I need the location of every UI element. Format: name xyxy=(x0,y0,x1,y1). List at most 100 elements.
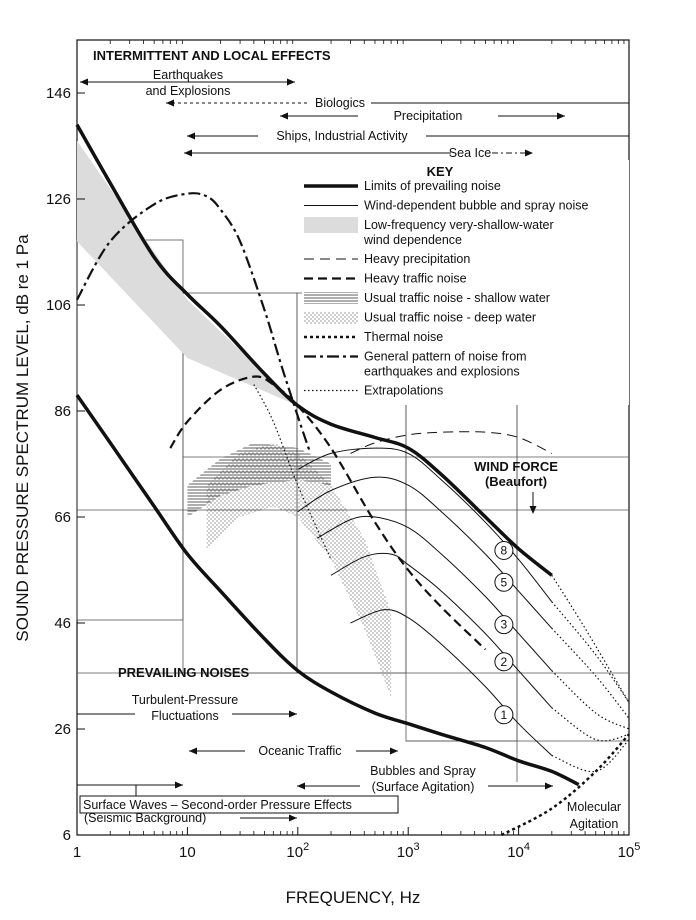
wind-curve-beaufort-5 xyxy=(297,476,553,629)
legend-label: Usual traffic noise - shallow water xyxy=(364,291,550,305)
legend-label: Heavy traffic noise xyxy=(364,272,467,286)
wind-force-arrowhead xyxy=(529,506,537,514)
intermittent-title: INTERMITTENT AND LOCAL EFFECTS xyxy=(93,48,331,63)
y-tick-label: 6 xyxy=(63,827,71,844)
thermal-curve-8 xyxy=(500,733,630,837)
legend-label: Limits of prevailing noise xyxy=(364,179,501,193)
beaufort-marker-3 xyxy=(494,615,514,635)
beaufort-label-1: 1 xyxy=(501,708,508,722)
earthquake-curve-3 xyxy=(76,192,312,454)
wind-curves: 8 5 3 2 1 xyxy=(297,447,630,773)
legend-label: Low-frequency very-shallow-water xyxy=(364,218,554,232)
surface-waves-arrowhead xyxy=(175,781,183,789)
wind-force-label: WIND FORCE (Beaufort) xyxy=(474,459,558,514)
prevailing-curve-1 xyxy=(75,394,580,787)
wind-curve-extrapolation-1 xyxy=(551,739,630,773)
precipitation-label: Precipitation xyxy=(394,109,463,123)
precipitation-arrowhead-right xyxy=(557,112,565,120)
legend-item-earthquake: General pattern of noise fromearthquakes… xyxy=(304,350,527,379)
prevailing-noises: PREVAILING NOISES Turbulent-Pressure Flu… xyxy=(77,665,621,831)
wind-curve-beaufort-8 xyxy=(297,447,553,603)
wind-curve-beaufort-2 xyxy=(330,552,553,709)
legend-title: KEY xyxy=(427,164,454,179)
bubbles-label-1: Bubbles and Spray xyxy=(370,764,476,778)
beaufort-label-3: 3 xyxy=(501,618,508,632)
y-tick-label: 66 xyxy=(54,509,71,526)
wind-force-subtitle: (Beaufort) xyxy=(485,474,547,489)
y-tick-label: 46 xyxy=(54,615,71,632)
legend-items: Limits of prevailing noise Wind-dependent… xyxy=(304,179,589,398)
wind-curve-beaufort-1 xyxy=(350,609,553,756)
turbulent-label-1: Turbulent-Pressure xyxy=(132,693,239,707)
beaufort-marker-5 xyxy=(494,572,514,592)
turbulent-label-2: Fluctuations xyxy=(151,709,218,723)
wind-curve-extrapolation-3 xyxy=(551,670,630,730)
precipitation-arrowhead-left xyxy=(280,112,288,120)
y-tick-label: 86 xyxy=(54,403,71,420)
noise-bands xyxy=(77,140,392,698)
turbulent-arrowhead xyxy=(289,710,297,718)
molecular-label-2: Agitation xyxy=(570,817,619,831)
beaufort-marker-2 xyxy=(494,652,514,672)
legend-label: General pattern of noise from xyxy=(364,350,527,364)
noise-curves xyxy=(75,123,630,837)
seismic-label: (Seismic Background) xyxy=(84,811,206,825)
x-tick-label: 10 xyxy=(179,844,196,861)
legend-item-heavy-traffic: Heavy traffic noise xyxy=(304,272,467,286)
sea-ice-arrowhead-right xyxy=(525,149,533,157)
beaufort-label-5: 5 xyxy=(501,575,508,589)
heavy-traffic-curve-4 xyxy=(169,375,487,651)
legend-label: Thermal noise xyxy=(364,330,443,344)
legend-label: Usual traffic noise - deep water xyxy=(364,311,536,325)
box-wind-region xyxy=(405,387,518,742)
x-tick-label: 102 xyxy=(286,841,309,861)
wind-force-title: WIND FORCE xyxy=(474,459,558,474)
y-tick-label: 146 xyxy=(46,85,71,102)
beaufort-marker-1 xyxy=(494,705,514,725)
y-tick-label: 106 xyxy=(46,297,71,314)
sea-ice-arrowhead-left xyxy=(184,149,192,157)
legend-label: Heavy precipitation xyxy=(364,252,470,266)
legend-swatch xyxy=(304,217,358,233)
heavy-precip-curve-5 xyxy=(350,431,553,454)
legend-swatch xyxy=(304,311,358,324)
seismic-arrowhead xyxy=(289,814,297,822)
beaufort-label-2: 2 xyxy=(501,655,508,669)
earthquakes-arrowhead-right xyxy=(287,78,295,86)
extrapolation-curve-6 xyxy=(551,574,630,703)
prevailing-curve-0 xyxy=(75,123,553,577)
legend-item-heavy-precip: Heavy precipitation xyxy=(304,252,470,266)
sea-ice-label: Sea Ice xyxy=(449,146,491,160)
surface-waves-box xyxy=(79,795,399,814)
explosions-label: and Explosions xyxy=(146,84,231,98)
x-tick-label: 103 xyxy=(397,841,420,861)
x-tick-label: 104 xyxy=(507,841,530,861)
beaufort-marker-8 xyxy=(494,540,514,560)
legend-label: Extrapolations xyxy=(364,384,443,398)
x-tick-label: 105 xyxy=(618,841,641,861)
biologics-label: Biologics xyxy=(315,96,365,110)
beaufort-label-8: 8 xyxy=(501,543,508,557)
biologics-arrowhead xyxy=(166,99,174,107)
traffic-deep-band xyxy=(206,442,392,698)
wind-curve-beaufort-3 xyxy=(316,515,553,672)
bubbles-label-2: (Surface Agitation) xyxy=(372,780,475,794)
legend-swatch xyxy=(304,292,358,304)
x-tick-label: 1 xyxy=(73,844,81,861)
legend-label: Wind-dependent bubble and spray noise xyxy=(364,199,589,213)
intermittent-effects: INTERMITTENT AND LOCAL EFFECTS Earthquak… xyxy=(80,48,629,160)
legend-item-traffic-shallow: Usual traffic noise - shallow water xyxy=(304,291,550,305)
oceanic-arrowhead-left xyxy=(189,747,197,755)
legend-item-extrapolation: Extrapolations xyxy=(304,384,443,398)
ships-arrowhead xyxy=(187,132,195,140)
legend-label: earthquakes and explosions xyxy=(364,365,520,379)
legend-label: wind dependence xyxy=(363,233,462,247)
legend-item-thermal: Thermal noise xyxy=(304,330,443,344)
oceanic-arrowhead-right xyxy=(390,747,398,755)
ships-label: Ships, Industrial Activity xyxy=(276,129,408,143)
legend-item-wind: Wind-dependent bubble and spray noise xyxy=(304,199,589,213)
legend-background xyxy=(302,160,629,405)
wind-curve-extrapolation-5 xyxy=(551,627,630,719)
